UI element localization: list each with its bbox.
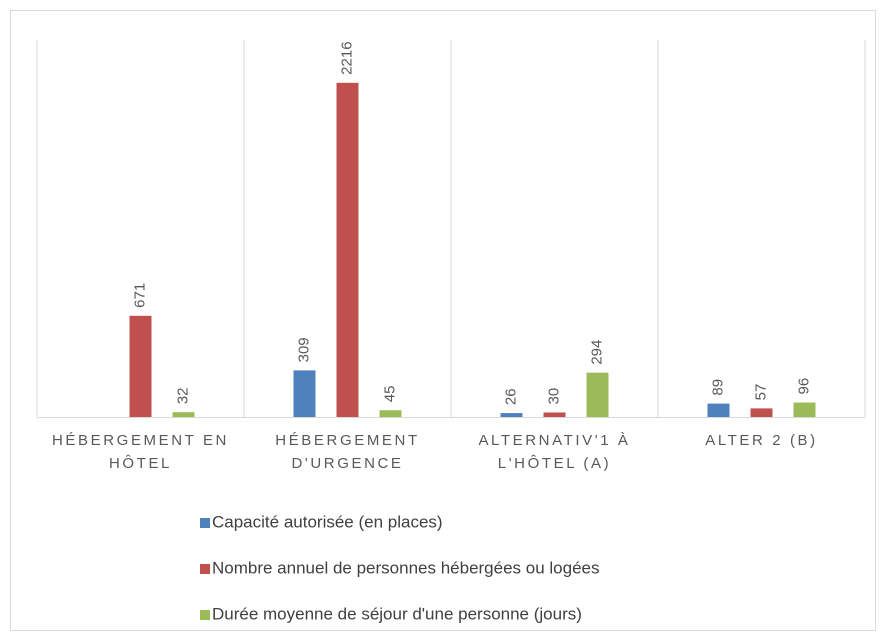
value-label: 45 xyxy=(381,386,398,403)
chart-border xyxy=(10,10,876,631)
x-tick-label: ALTER 2 (B) xyxy=(705,432,818,449)
x-tick-label: HÉBERGEMENT EN HÔTEL xyxy=(52,432,229,472)
value-label: 294 xyxy=(588,340,605,365)
bar xyxy=(500,413,523,417)
value-label: 96 xyxy=(795,378,812,395)
x-tick-label: HÉBERGEMENT D'URGENCE xyxy=(275,432,420,472)
value-label: 309 xyxy=(295,337,312,362)
legend-swatch xyxy=(200,564,210,574)
legend-swatch xyxy=(200,518,210,528)
value-label: 2216 xyxy=(338,41,355,74)
value-label: 30 xyxy=(545,388,562,405)
legend-label: Nombre annuel de personnes hébergées ou … xyxy=(212,558,600,577)
bar xyxy=(707,403,730,417)
legend-label: Durée moyenne de séjour d'une personne (… xyxy=(212,604,582,623)
value-label: 32 xyxy=(174,387,191,404)
bar xyxy=(586,372,609,417)
bar xyxy=(750,408,773,417)
legend-label: Capacité autorisée (en places) xyxy=(212,512,443,531)
value-label: 671 xyxy=(131,283,148,308)
bar xyxy=(293,370,316,417)
bar xyxy=(543,412,566,417)
bar xyxy=(172,412,195,417)
bar xyxy=(379,410,402,417)
value-label: 57 xyxy=(752,384,769,401)
bar xyxy=(129,315,152,417)
value-label: 89 xyxy=(709,379,726,396)
x-tick-label: ALTERNATIV'1 À L'HÔTEL (A) xyxy=(478,432,631,472)
bar xyxy=(336,82,359,417)
bar xyxy=(793,402,816,417)
legend-swatch xyxy=(200,610,210,620)
value-label: 26 xyxy=(502,388,519,405)
